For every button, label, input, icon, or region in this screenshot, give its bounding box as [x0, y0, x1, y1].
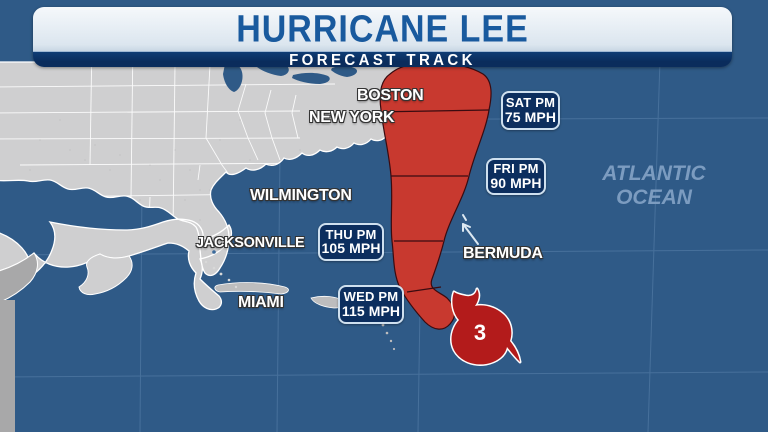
- svg-text:3: 3: [474, 320, 486, 345]
